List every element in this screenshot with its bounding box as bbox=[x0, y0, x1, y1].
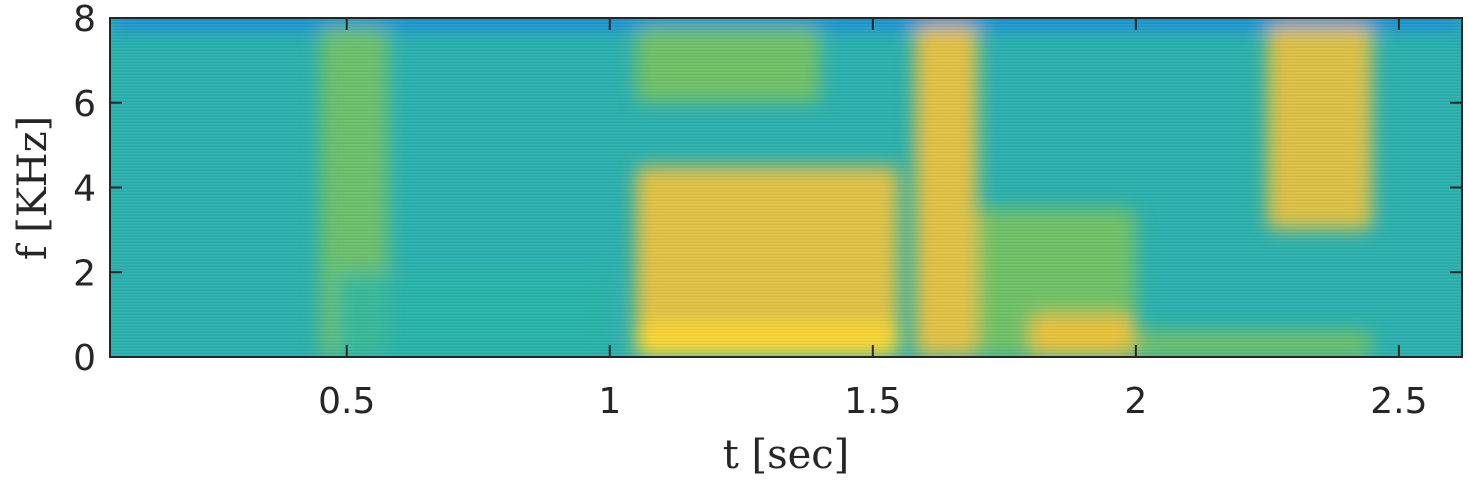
plot-area bbox=[110, 18, 1462, 357]
y-tick-label: 4 bbox=[73, 169, 96, 210]
y-tick-label: 8 bbox=[73, 0, 96, 40]
y-tick-label: 2 bbox=[73, 253, 96, 294]
y-tick-label: 0 bbox=[73, 338, 96, 379]
x-tick-label: 2 bbox=[1124, 381, 1147, 422]
x-tick-label: 0.5 bbox=[318, 381, 375, 422]
y-axis: 0 2 4 6 8 bbox=[73, 0, 1462, 379]
y-axis-label: f [KHz] bbox=[10, 116, 56, 261]
x-tick-label: 2.5 bbox=[1370, 381, 1427, 422]
x-tick-label: 1.5 bbox=[844, 381, 901, 422]
x-axis-label: t [sec] bbox=[723, 432, 850, 478]
x-tick-label: 1 bbox=[598, 381, 621, 422]
spectrogram-stripes bbox=[110, 18, 1462, 357]
x-axis: 0.5 1 1.5 2 2.5 bbox=[318, 18, 1428, 422]
y-tick-label: 6 bbox=[73, 84, 96, 125]
